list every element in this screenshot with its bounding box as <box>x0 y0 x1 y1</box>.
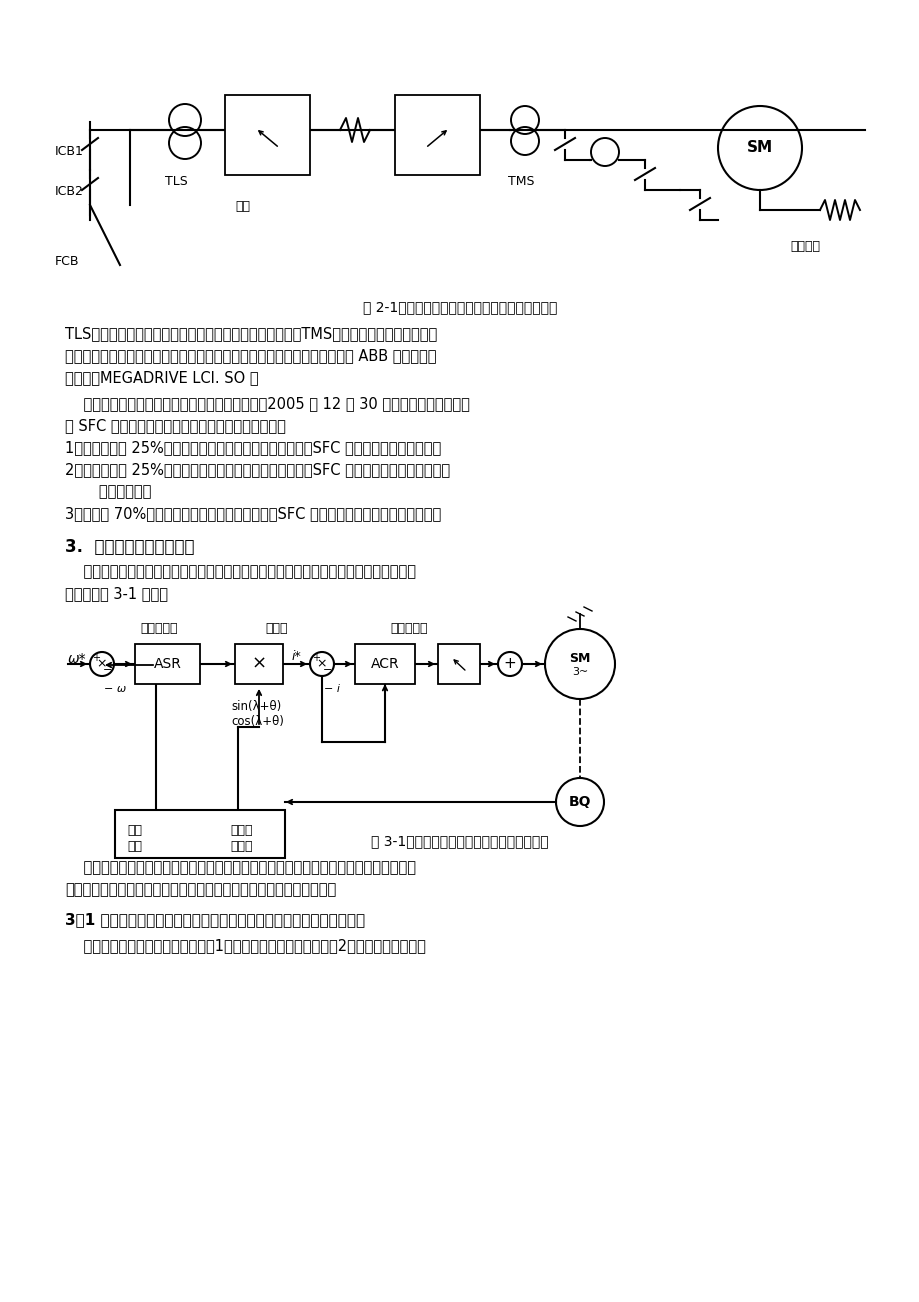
Bar <box>115 810 285 858</box>
Text: 下 SFC 启动机组。在机组启动过程中出现下列问题：: 下 SFC 启动机组。在机组启动过程中出现下列问题： <box>65 418 286 434</box>
Text: 3.  未启动、反转原因分析: 3. 未启动、反转原因分析 <box>65 538 194 556</box>
Text: 型号为：MEGADRIVE LCI. SO 。: 型号为：MEGADRIVE LCI. SO 。 <box>65 370 258 385</box>
Text: ICB1: ICB1 <box>55 145 84 158</box>
Text: 1）第一次进行 25%额定转速启动试验时，励磁系统加励，SFC 装置投入，机组未启动；: 1）第一次进行 25%额定转速启动试验时，励磁系统加励，SFC 装置投入，机组未… <box>65 440 441 454</box>
Text: ω*: ω* <box>68 652 86 667</box>
Text: 3~: 3~ <box>572 667 587 677</box>
Text: ICB2: ICB2 <box>55 185 84 198</box>
Text: cos(λ+θ): cos(λ+θ) <box>231 715 284 728</box>
Text: 的转向相反；: 的转向相反； <box>85 484 152 499</box>
Text: ×: × <box>251 655 267 673</box>
Text: 转子励磁: 转子励磁 <box>789 240 819 253</box>
Bar <box>437 644 480 684</box>
Text: 如果变频装置输出的三相电流为（1）所示，则定子合成磁势为（2）所示。当转子通入: 如果变频装置输出的三相电流为（1）所示，则定子合成磁势为（2）所示。当转子通入 <box>65 937 425 953</box>
Text: TMS: TMS <box>507 174 534 187</box>
Text: 速度
反馈: 速度 反馈 <box>128 824 142 853</box>
Bar <box>225 95 310 174</box>
Text: 2）第二次进行 25%额定转速启动试验时，励磁系统加励，SFC 装置投入，机组与电动工况: 2）第二次进行 25%额定转速启动试验时，励磁系统加励，SFC 装置投入，机组与… <box>65 462 449 477</box>
Text: ×: × <box>316 658 327 671</box>
Text: 速度调节器: 速度调节器 <box>140 622 177 635</box>
Text: 理框图如图 3-1 所示。: 理框图如图 3-1 所示。 <box>65 586 168 602</box>
Text: 整流: 整流 <box>234 201 250 214</box>
Text: − i: − i <box>323 684 340 694</box>
Bar <box>355 644 414 684</box>
Text: SM: SM <box>746 141 772 155</box>
Text: 幅值、频率和相位的大小，从而达到同步转速以跟踪转子转速的目的。: 幅值、频率和相位的大小，从而达到同步转速以跟踪转子转速的目的。 <box>65 881 335 897</box>
Text: TLS）向整流桥提供功率电源，通过逆变桥和输出变压器（TMS）提供电源频率可变的交流: TLS）向整流桥提供功率电源，通过逆变桥和输出变压器（TMS）提供电源频率可变的… <box>65 326 437 341</box>
Text: 转子磁
极位置: 转子磁 极位置 <box>231 824 253 853</box>
Text: SM: SM <box>569 651 590 664</box>
Text: 3．1 励磁加励、变频器有三相交流输出时，同步电动机未启动原因分析: 3．1 励磁加励、变频器有三相交流输出时，同步电动机未启动原因分析 <box>65 911 365 927</box>
Text: − ω: − ω <box>104 684 126 694</box>
Text: FCB: FCB <box>55 255 79 268</box>
Text: 图 2-1：某抽水蓄能电站变频启动装置原理接线图: 图 2-1：某抽水蓄能电站变频启动装置原理接线图 <box>362 299 557 314</box>
Text: +: + <box>312 654 320 663</box>
Text: ACR: ACR <box>370 658 399 671</box>
Bar <box>234 644 283 684</box>
Text: ASR: ASR <box>153 658 181 671</box>
Text: TLS: TLS <box>165 174 187 187</box>
Text: 电源，从而在同步电动机定子绕组中建立同步旋转磁场。该变频启动装置有 ABB 公司提供，: 电源，从而在同步电动机定子绕组中建立同步旋转磁场。该变频启动装置有 ABB 公司… <box>65 348 436 363</box>
Text: 乘法器: 乘法器 <box>265 622 287 635</box>
Text: −: − <box>323 665 333 674</box>
Text: −: − <box>103 665 112 674</box>
Text: 根据某抽水蓄能电站机组启动试运行计划安排，2005 年 12 月 30 日，机组进行水泵工况: 根据某抽水蓄能电站机组启动试运行计划安排，2005 年 12 月 30 日，机组… <box>65 396 470 411</box>
Text: 电流调节器: 电流调节器 <box>390 622 427 635</box>
Text: BQ: BQ <box>568 796 591 809</box>
Text: sin(λ+θ): sin(λ+θ) <box>231 700 281 713</box>
Bar <box>394 95 480 174</box>
Text: +: + <box>92 654 100 663</box>
Text: ×: × <box>96 658 108 671</box>
Text: 3）在进行 70%额定转速试验时，励磁系统加励，SFC 装置投入，机组振颤几次后停机。: 3）在进行 70%额定转速试验时，励磁系统加励，SFC 装置投入，机组振颤几次后… <box>65 506 441 521</box>
Bar <box>135 644 199 684</box>
Text: +: + <box>503 656 516 672</box>
Text: 抽水蓄能电站的变频启动装置，大凡采用自控式同步电机调速系统，闭环控制系统的原: 抽水蓄能电站的变频启动装置，大凡采用自控式同步电机调速系统，闭环控制系统的原 <box>65 564 415 579</box>
Text: 图 3-1：变频启动装置闭环控制系统原理框图: 图 3-1：变频启动装置闭环控制系统原理框图 <box>370 835 549 848</box>
Text: 控制系统通过转子位置检测装置检测转子的真实位置，通过控制定子三相电流或电压的: 控制系统通过转子位置检测装置检测转子的真实位置，通过控制定子三相电流或电压的 <box>65 861 415 875</box>
Text: i*: i* <box>291 650 301 663</box>
